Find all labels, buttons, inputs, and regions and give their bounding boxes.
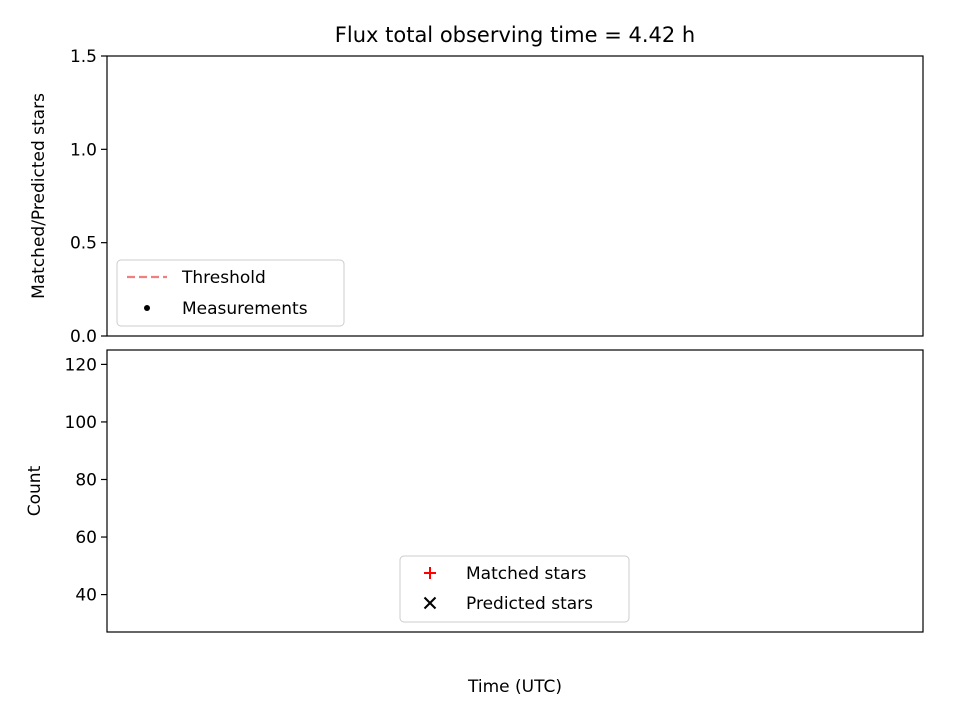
top-y-tick-label: 0.0 [70, 327, 97, 347]
top-y-tick-label: 0.5 [70, 234, 97, 254]
bottom-frame [106, 349, 924, 633]
bottom-y-tick-label: 40 [75, 586, 97, 606]
predicted-legend-label: Predicted stars [466, 594, 593, 614]
bottom-y-axis-label: Count [25, 465, 45, 516]
bottom-panel: 40608010012021:3022:0022:3023:0023:3000:… [25, 349, 924, 697]
matched-legend-label: Matched stars [466, 564, 586, 584]
top-ticks: 0.0 0.5 1.0 1.5 [70, 47, 107, 347]
top-y-tick-label: 1.5 [70, 47, 97, 67]
top-y-axis-label: Matched/Predicted stars [29, 93, 49, 299]
top-legend-box [116, 259, 345, 327]
bottom-ticks: 40608010012021:3022:0022:3023:0023:3000:… [65, 355, 107, 606]
bottom-y-tick-label: 100 [65, 413, 97, 433]
chart-title: Flux total observing time = 4.42 h [335, 23, 695, 47]
bottom-legend: Matched stars Predicted stars [399, 555, 630, 623]
bottom-y-tick-label: 120 [65, 355, 97, 375]
top-legend: Threshold Measurements [116, 259, 345, 327]
top-panel: 0.0 0.5 1.0 1.5 Matched/Predicted stars Thr… [29, 47, 924, 347]
measurements-legend-swatch [144, 305, 150, 311]
top-frame [106, 55, 924, 337]
bottom-y-tick-label: 60 [75, 528, 97, 548]
threshold-legend-label: Threshold [181, 268, 266, 288]
x-axis-label: Time (UTC) [467, 677, 562, 697]
predicted-legend-swatch-b [423, 596, 437, 610]
bottom-legend-box [399, 555, 630, 623]
measurements-legend-label: Measurements [182, 299, 308, 319]
bottom-y-tick-label: 80 [75, 470, 97, 490]
top-y-tick-label: 1.0 [70, 140, 97, 160]
